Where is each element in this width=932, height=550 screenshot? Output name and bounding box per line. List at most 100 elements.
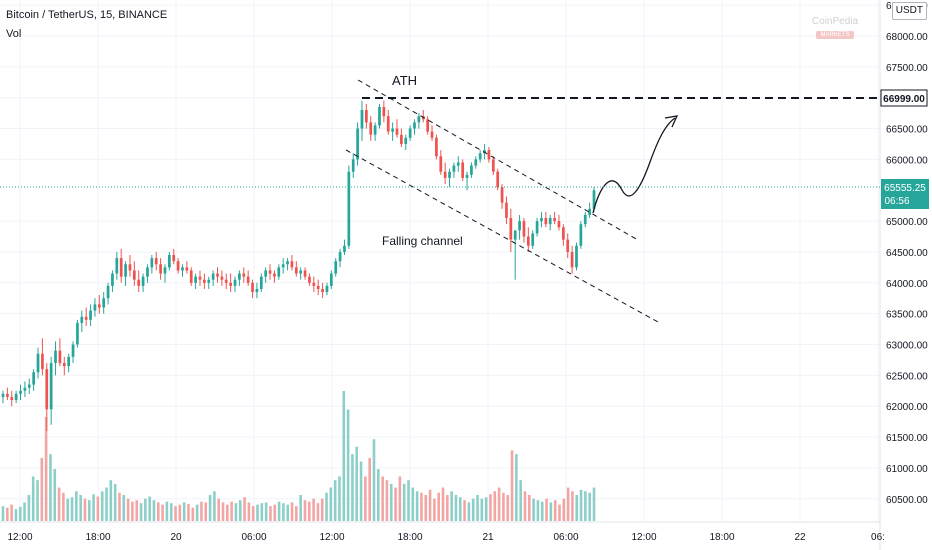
candle-body [32,372,36,385]
candle [150,255,154,274]
candle [71,341,75,364]
volume-bar [549,502,553,521]
time-tick-label: 12:00 [631,532,656,543]
candle-body [176,261,180,271]
candle-body [513,230,517,240]
candle [413,119,416,135]
candle [299,267,303,280]
candle [277,264,281,280]
candle [553,211,556,225]
candle-body [531,233,535,246]
candle [207,276,211,289]
candle-body [181,267,184,271]
candle-body [198,276,202,280]
volume-bar [6,507,9,521]
volume-bar [476,495,479,521]
volume-bar [75,491,78,521]
time-tick-label: 22 [794,532,806,543]
price-tick-label: 64000.00 [886,279,928,290]
candle [281,258,285,274]
candle-body [76,322,79,345]
candle [378,103,381,129]
candle-body [478,153,482,160]
volume-bar [96,496,100,521]
volume-bar [273,504,277,521]
candle-body [264,270,268,277]
volume-bar [191,507,195,521]
candle-body [277,267,281,277]
candle-body [487,150,491,160]
candle [308,273,311,286]
volume-bar [247,502,251,521]
candle-body [229,282,233,286]
candle-body [404,137,408,144]
candle-body [211,273,215,280]
candle [566,233,570,259]
candle-body [58,350,62,364]
candle-body [308,276,311,283]
volume-bar [484,497,488,521]
volume-bar [338,476,341,521]
candle-body [456,162,460,166]
candle-body [189,270,193,283]
candle-body [413,122,416,129]
volume-bar [118,492,121,521]
candle-body [338,251,342,262]
volume-bar [217,498,220,521]
candle [224,273,228,289]
volume-bar [450,491,453,521]
candle [268,264,272,280]
candle [167,251,171,271]
volume-bar [92,494,95,521]
candle [548,214,552,231]
candle-body [400,134,403,144]
volume-bar [230,501,233,521]
ath-price-label: 66999.00 [880,89,928,107]
candle [58,338,62,367]
candle [509,208,513,252]
candle [483,143,486,160]
volume-bar [493,491,497,521]
candle [106,282,110,305]
symbol-title: Bitcoin / TetherUS, 15, BINANCE [6,9,168,21]
candle [448,168,451,188]
candle [49,356,53,425]
volume-bar [1,506,5,521]
candle [238,270,241,286]
volume-bar [588,492,591,521]
candle-body [224,279,228,283]
candle-body [535,221,539,234]
volume-bar [398,476,402,521]
candle [303,267,307,280]
time-tick-label: 18:00 [397,532,422,543]
candle-body [185,267,189,271]
candle-body [286,261,289,265]
volume-bar [126,498,130,521]
candle [6,387,9,401]
volume-bar [139,503,143,521]
price-tick-label: 66000.00 [886,155,928,166]
currency-badge[interactable]: USDT [891,2,927,20]
volume-bar [307,501,311,521]
candle [588,202,591,219]
candle [583,211,587,228]
current-price-text: 65555.25 [884,183,926,194]
ath-annotation: ATH [392,73,417,88]
candle-body [553,218,556,222]
candle-body [491,159,495,172]
candle [67,353,71,373]
candle-body [566,239,570,252]
candle [19,384,22,401]
candle [360,100,364,141]
candle [329,270,333,289]
volume-bar [182,502,186,521]
candle-body [373,125,377,135]
price-tick-label: 66500.00 [886,125,928,136]
candle-body [137,279,141,286]
candle-body [93,304,97,311]
candle-body [273,273,276,277]
volume-bar [523,491,527,521]
watermark-logo: CoinPedia MARKETS [806,16,864,42]
candle [417,113,421,129]
volume-bar [346,409,350,521]
